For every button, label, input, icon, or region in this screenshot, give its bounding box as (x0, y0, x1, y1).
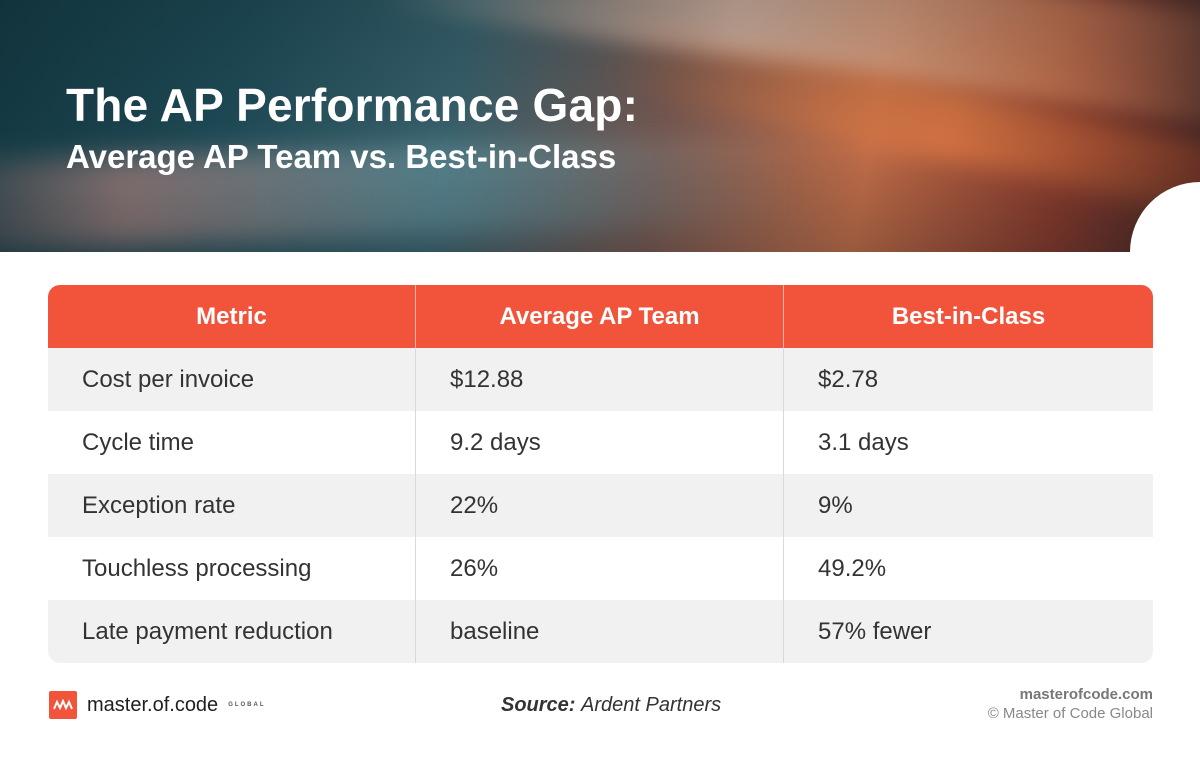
best-cell: 9% (818, 491, 853, 519)
hero-banner: The AP Performance Gap: Average AP Team … (0, 0, 1200, 252)
average-cell: 26% (416, 537, 784, 600)
metric-cell: Cycle time (48, 411, 416, 474)
best-cell: 57% fewer (818, 617, 932, 645)
page-title: The AP Performance Gap: (66, 79, 639, 131)
copyright-text: © Master of Code Global (987, 705, 1153, 722)
best-cell: 3.1 days (818, 428, 909, 456)
table-row: Exception rate 22% 9% (48, 474, 1153, 537)
master-of-code-logo-icon (49, 691, 77, 719)
metric-cell: Touchless processing (48, 537, 416, 600)
brand-logo[interactable]: master.of.code GLOBAL (49, 691, 266, 719)
table-row: Cost per invoice $12.88 $2.78 (48, 348, 1153, 411)
hero-shade (0, 0, 1200, 252)
best-cell: 49.2% (818, 554, 887, 582)
credits: masterofcode.com © Master of Code Global (988, 686, 1153, 722)
column-header-average: Average AP Team (416, 285, 784, 348)
average-cell: 9.2 days (416, 411, 784, 474)
metric-cell: Late payment reduction (48, 600, 416, 663)
site-link[interactable]: masterofcode.com (1019, 686, 1153, 703)
metric-cell: Cost per invoice (48, 348, 416, 411)
average-cell: $12.88 (416, 348, 784, 411)
logo-subtext: GLOBAL (228, 702, 266, 708)
metric-cell: Exception rate (48, 474, 416, 537)
column-header-best: Best-in-Class (891, 302, 1046, 330)
column-header-metric: Metric (48, 285, 416, 348)
source-label: Source: (501, 694, 576, 716)
average-cell: baseline (416, 600, 784, 663)
table-header-row: Metric Average AP Team Best-in-Class (48, 285, 1153, 348)
source-note: Source: Ardent Partners (501, 694, 721, 717)
best-cell: $2.78 (818, 365, 879, 393)
comparison-table: Metric Average AP Team Best-in-Class Cos… (48, 285, 1153, 663)
table-row: Cycle time 9.2 days 3.1 days (48, 411, 1153, 474)
logo-wordmark: master.of.code (87, 693, 219, 716)
source-value: Ardent Partners (581, 694, 722, 716)
page-subtitle: Average AP Team vs. Best-in-Class (66, 138, 617, 175)
average-cell: 22% (416, 474, 784, 537)
table-row: Late payment reduction baseline 57% fewe… (48, 600, 1153, 663)
table-row: Touchless processing 26% 49.2% (48, 537, 1153, 600)
